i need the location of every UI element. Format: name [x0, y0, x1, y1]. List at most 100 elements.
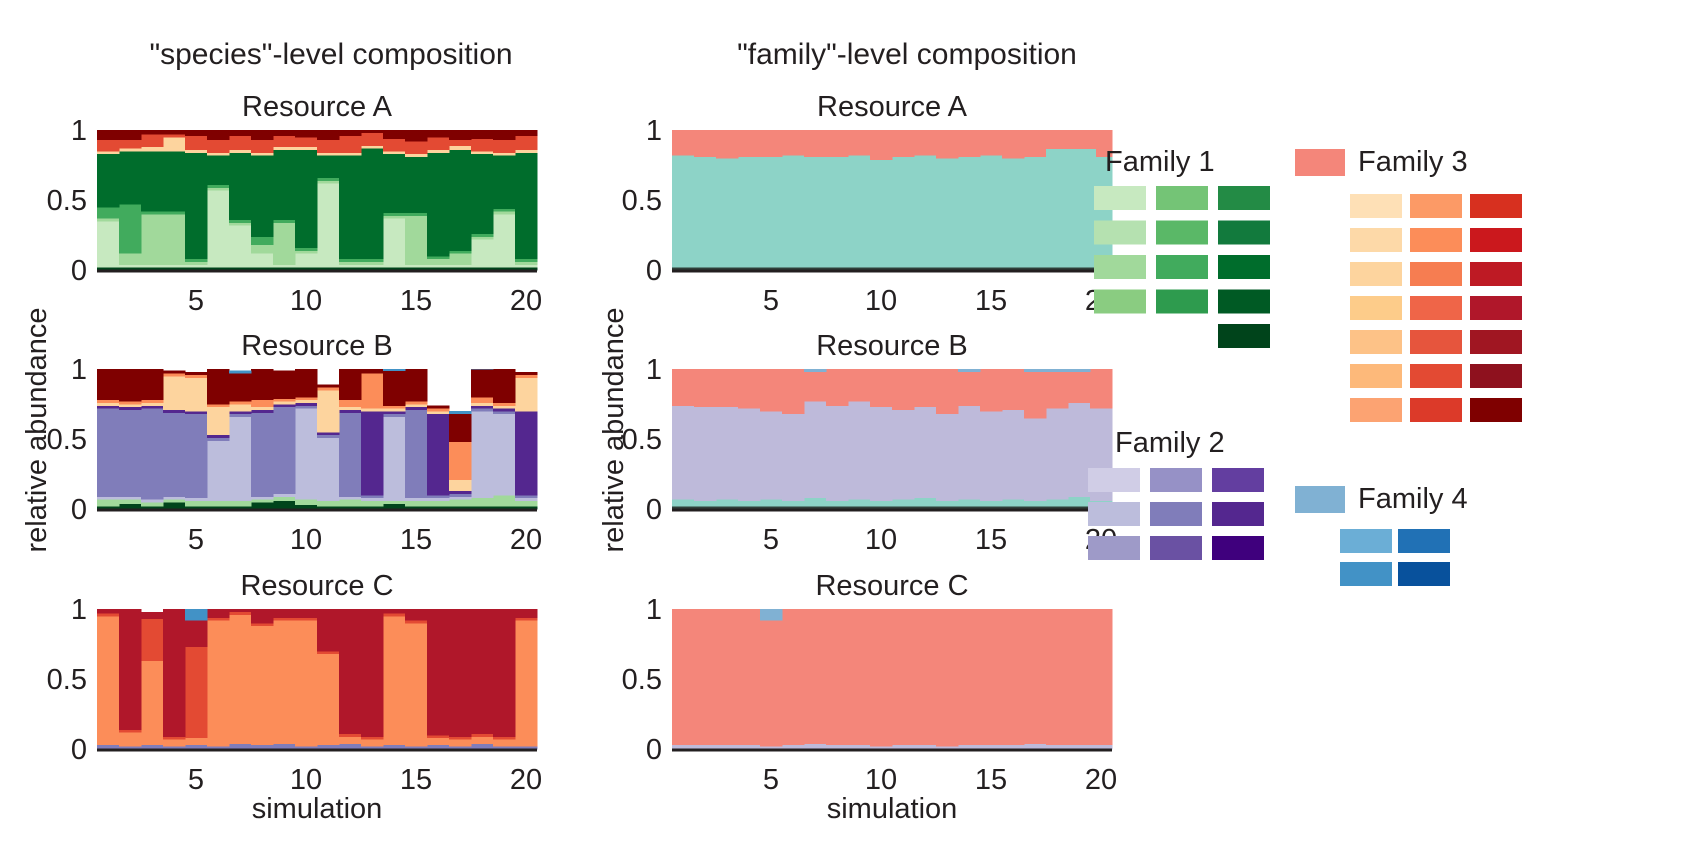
- stack-segment: [163, 264, 186, 268]
- stack-segment: [1090, 369, 1113, 409]
- stack-segment: [185, 267, 208, 271]
- stack-segment: [317, 267, 340, 271]
- legend-species-swatch: [1470, 296, 1522, 320]
- stack-segment: [383, 408, 406, 412]
- stack-segment: [870, 369, 893, 408]
- stack-segment: [229, 130, 252, 136]
- stack-segment: [427, 413, 450, 496]
- stack-segment: [716, 406, 739, 500]
- stack-segment: [980, 744, 1003, 750]
- stack-segment: [914, 506, 937, 510]
- stack-segment: [383, 151, 406, 155]
- stack-segment: [1068, 609, 1091, 746]
- stack-segment: [427, 256, 450, 260]
- legend-species-swatch: [1470, 330, 1522, 354]
- stack-segment: [694, 609, 717, 746]
- x-tick-label: 10: [290, 285, 322, 317]
- stack-segment: [716, 267, 739, 271]
- stack-segment: [493, 130, 516, 141]
- stack-segment: [141, 146, 164, 152]
- stack-segment: [449, 253, 472, 265]
- stack-segment: [1002, 499, 1025, 507]
- stack-segment: [317, 432, 340, 436]
- stack-segment: [207, 609, 230, 618]
- stack-segment: [119, 499, 142, 504]
- stack-segment: [97, 130, 120, 141]
- stack-segment: [295, 402, 318, 406]
- stack-segment: [141, 499, 164, 503]
- stack-segment: [515, 267, 538, 271]
- stack-segment: [405, 130, 428, 142]
- stack-segment: [515, 371, 538, 375]
- stack-segment: [1024, 743, 1047, 750]
- stack-segment: [295, 399, 318, 403]
- stack-segment: [804, 130, 827, 157]
- stack-segment: [273, 500, 296, 510]
- stack-segment: [515, 620, 538, 747]
- stack-segment: [405, 141, 428, 155]
- stack-segment: [383, 153, 406, 213]
- stack-segment: [119, 729, 142, 733]
- stack-segment: [936, 158, 959, 268]
- stack-segment: [493, 408, 516, 412]
- stack-segment: [97, 399, 120, 403]
- stack-segment: [1002, 267, 1025, 271]
- stack-segment: [273, 370, 296, 399]
- legend-species-swatch: [1350, 228, 1402, 252]
- stack-segment: [185, 149, 208, 153]
- stack-segment: [471, 369, 494, 398]
- stack-segment: [1046, 609, 1069, 746]
- stack-segment: [163, 502, 186, 510]
- stack-segment: [892, 506, 915, 510]
- stack-segment: [207, 130, 230, 141]
- legend-species-swatch: [1410, 228, 1462, 252]
- legend-species-swatch: [1218, 289, 1270, 314]
- stack-segment: [295, 130, 318, 138]
- stack-segment: [449, 145, 472, 150]
- stack-segment: [339, 743, 362, 750]
- stack-segment: [141, 399, 164, 403]
- stack-segment: [694, 130, 717, 157]
- stack-segment: [760, 267, 783, 271]
- family-column-title: "family"-level composition: [737, 38, 1077, 71]
- stack-segment: [1068, 267, 1091, 271]
- x-tick-label: 10: [865, 764, 897, 796]
- stack-segment: [207, 187, 230, 191]
- stack-segment: [471, 138, 494, 152]
- stack-segment: [141, 660, 164, 746]
- series-3: [97, 177, 538, 262]
- stack-segment: [273, 219, 296, 223]
- legend-family-swatch: [1295, 149, 1345, 176]
- stack-segment: [694, 156, 717, 268]
- stack-segment: [1068, 506, 1091, 510]
- stack-segment: [958, 506, 981, 510]
- stack-segment: [449, 506, 472, 510]
- stack-segment: [405, 264, 428, 268]
- stack-segment: [738, 506, 761, 510]
- stack-segment: [892, 267, 915, 271]
- stack-segment: [914, 609, 937, 746]
- stack-segment: [405, 609, 428, 621]
- stack-segment: [782, 744, 805, 750]
- series-1: [97, 183, 538, 268]
- legend-species-swatch: [1218, 324, 1270, 348]
- stack-segment: [383, 503, 406, 510]
- x-tick-label: 10: [290, 524, 322, 556]
- stack-segment: [229, 411, 252, 415]
- series-4: [185, 609, 208, 621]
- stack-segment: [251, 139, 274, 153]
- stack-segment: [361, 258, 384, 262]
- stack-segment: [317, 651, 340, 655]
- legend-family-swatch: [1295, 486, 1345, 513]
- stack-segment: [1024, 369, 1047, 373]
- stack-segment: [273, 130, 296, 136]
- stack-segment: [295, 146, 318, 150]
- stack-segment: [141, 506, 164, 510]
- stack-segment: [295, 149, 318, 248]
- stack-segment: [97, 153, 120, 208]
- stack-segment: [782, 413, 805, 501]
- stack-segment: [1046, 369, 1069, 373]
- x-tick-label: 5: [188, 764, 204, 796]
- legend-species-swatch: [1156, 289, 1208, 314]
- y-tick-label: 0: [71, 255, 87, 287]
